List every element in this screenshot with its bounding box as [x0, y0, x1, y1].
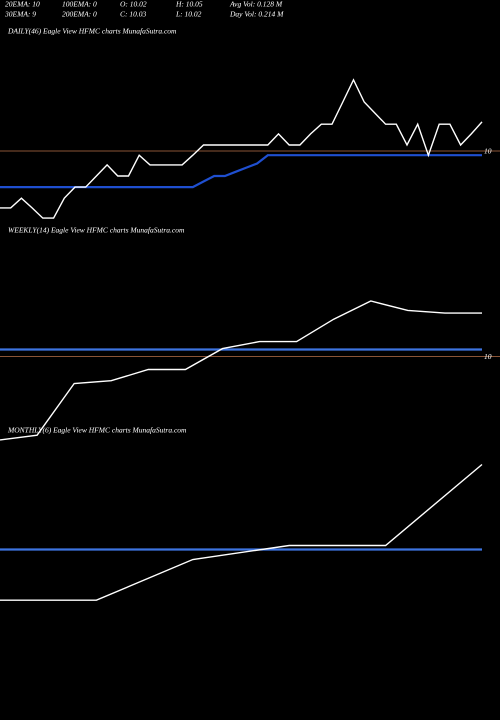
header-stat: 30EMA: 9 — [4, 10, 36, 19]
reference-label: 10 — [484, 352, 492, 361]
header-stat: L: 10.02 — [175, 10, 202, 19]
panel-title: WEEKLY(14) Eagle View HFMC charts Munafa… — [8, 226, 185, 235]
header-stat: 200EMA: 0 — [62, 10, 97, 19]
header-stat: H: 10.05 — [175, 0, 203, 9]
price-line — [0, 300, 482, 441]
header-stat: 20EMA: 10 — [5, 0, 40, 9]
header-stat: 100EMA: 0 — [62, 0, 97, 9]
price-line — [0, 463, 483, 601]
header-stat: Avg Vol: 0.128 M — [229, 0, 283, 9]
price-line — [0, 78, 483, 219]
panel-title: MONTHLY(6) Eagle View HFMC charts Munafa… — [7, 426, 187, 435]
reference-label: 10 — [484, 147, 492, 156]
header-stat: C: 10.03 — [120, 10, 147, 19]
ema-line — [0, 154, 482, 189]
header-stat: Day Vol: 0.214 M — [229, 10, 284, 19]
panel-title: DAILY(46) Eagle View HFMC charts MunafaS… — [7, 27, 177, 36]
header-stat: O: 10.02 — [120, 0, 147, 9]
